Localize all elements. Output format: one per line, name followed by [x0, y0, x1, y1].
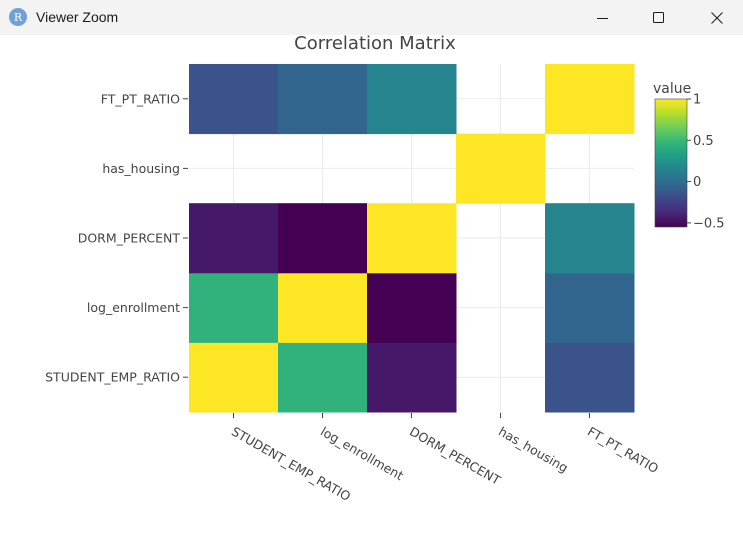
colorbar-tick-label: 0.5	[693, 134, 714, 149]
heatmap-cells[interactable]	[189, 64, 635, 413]
heatmap-cell[interactable]	[278, 272, 368, 343]
y-tick-label: DORM_PERCENT	[78, 231, 181, 246]
heatmap-cell[interactable]	[189, 64, 279, 135]
heatmap-cell[interactable]	[545, 342, 635, 413]
colorbar-tick-label: 1	[693, 93, 701, 108]
y-tick-label: log_enrollment	[87, 300, 180, 315]
y-tick-label: FT_PT_RATIO	[101, 91, 180, 106]
close-control[interactable]	[694, 0, 740, 35]
heatmap-cell[interactable]	[545, 272, 635, 343]
close-icon	[711, 11, 723, 24]
heatmap-cell[interactable]	[189, 203, 279, 274]
colorbar-tick-label: 0	[693, 175, 701, 190]
heatmap-cell[interactable]	[456, 133, 546, 204]
heatmap-cell[interactable]	[189, 272, 279, 343]
heatmap-cell[interactable]	[367, 272, 457, 343]
minimize-icon	[597, 17, 608, 19]
maximize-control[interactable]	[636, 0, 682, 35]
heatmap-cell[interactable]	[278, 64, 368, 135]
y-tick-label: has_housing	[102, 161, 180, 176]
colorbar-gradient[interactable]	[654, 98, 688, 228]
chart-title: Correlation Matrix	[294, 35, 456, 54]
title-bar: R Viewer Zoom	[0, 0, 743, 35]
y-tick-label: STUDENT_EMP_RATIO	[45, 370, 180, 385]
colorbar-title: value	[653, 81, 691, 97]
x-tick-label: has_housing	[496, 424, 571, 476]
minimize-control[interactable]	[580, 0, 626, 35]
r-app-icon: R	[9, 8, 27, 26]
colorbar-tick-label: −0.5	[693, 216, 725, 231]
heatmap-cell[interactable]	[367, 203, 457, 274]
x-tick-label: FT_PT_RATIO	[585, 424, 661, 477]
y-axis-ticks: STUDENT_EMP_RATIO log_enrollment DORM_PERC…	[45, 91, 188, 385]
heatmap-cell[interactable]	[278, 342, 368, 413]
window-title: Viewer Zoom	[36, 9, 119, 25]
heatmap-cell[interactable]	[278, 203, 368, 274]
heatmap-cell[interactable]	[545, 64, 635, 135]
plot-area: Correlation Matrix STUDENT_EMP_RATIO log_…	[0, 33, 743, 533]
maximize-icon	[653, 11, 664, 23]
heatmap-cell[interactable]	[367, 342, 457, 413]
x-tick-label: DORM_PERCENT	[407, 424, 503, 488]
heatmap-cell[interactable]	[189, 342, 279, 413]
heatmap-cell[interactable]	[367, 64, 457, 135]
heatmap-cell[interactable]	[545, 203, 635, 274]
x-tick-label: log_enrollment	[318, 424, 406, 484]
correlation-heatmap: Correlation Matrix STUDENT_EMP_RATIO log_…	[45, 33, 725, 504]
